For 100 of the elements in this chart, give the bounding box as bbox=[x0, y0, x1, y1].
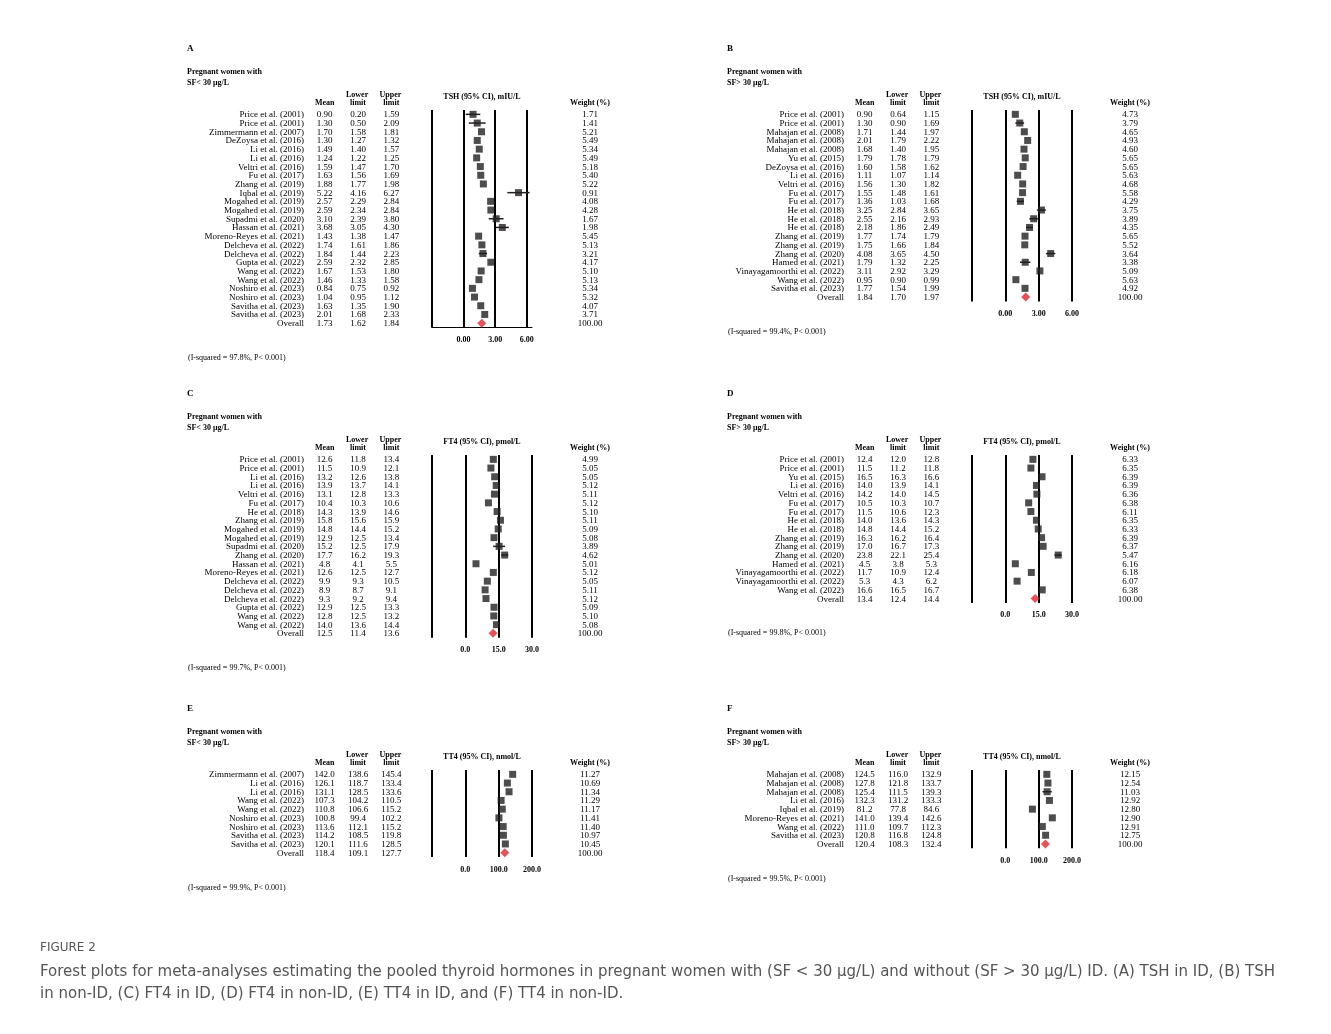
data-label: 13.2 bbox=[383, 610, 400, 621]
data-label: 1.84 bbox=[316, 248, 334, 259]
data-label: 5.10 bbox=[582, 506, 599, 517]
data-label: 116.0 bbox=[888, 769, 909, 780]
text: B bbox=[727, 42, 734, 53]
y-tick-label: Vinayagamoorthi et al. (2022) bbox=[735, 567, 844, 578]
data-label: 2.85 bbox=[383, 257, 400, 268]
point bbox=[1014, 171, 1022, 179]
data-label: 4.65 bbox=[1122, 126, 1139, 137]
data-label: 116.8 bbox=[888, 830, 909, 841]
data-label: 16.6 bbox=[856, 584, 874, 595]
data-label: 1.77 bbox=[856, 231, 874, 242]
data-label: 1.11 bbox=[856, 170, 873, 181]
data-label: 5.47 bbox=[1122, 550, 1139, 561]
data-label: 11.8 bbox=[350, 454, 367, 465]
data-label: 9.9 bbox=[319, 576, 331, 587]
y-tick-label: Price et al. (2001) bbox=[239, 454, 304, 465]
text: (I-squared = 99.5%, P< 0.001) bbox=[728, 873, 827, 883]
y-tick-label: Delcheva et al. (2022) bbox=[224, 584, 304, 595]
data-label: 13.6 bbox=[383, 628, 400, 639]
data-label: 1.79 bbox=[890, 135, 907, 146]
data-label: 1.84 bbox=[856, 292, 874, 303]
data-label: 13.3 bbox=[383, 602, 400, 613]
data-label: 133.3 bbox=[921, 795, 942, 806]
x-tick-label: Upper limit bbox=[379, 434, 404, 452]
point bbox=[498, 223, 506, 231]
data-label: 1.30 bbox=[890, 178, 907, 189]
data-label: 16.5 bbox=[856, 471, 874, 482]
data-label: 5.65 bbox=[1122, 231, 1139, 242]
data-label: 2.93 bbox=[923, 213, 940, 224]
data-label: 6.39 bbox=[1122, 532, 1139, 543]
y-tick-label: Mahajan et al. (2008) bbox=[766, 769, 844, 780]
data-label: 11.29 bbox=[580, 795, 601, 806]
y-tick-label: Zhang et al. (2019) bbox=[775, 532, 844, 543]
x-tick-label: Mean bbox=[314, 442, 335, 452]
data-label: 8.7 bbox=[352, 584, 365, 595]
data-label: 2.22 bbox=[923, 135, 940, 146]
data-label: 17.7 bbox=[316, 550, 334, 561]
data-label: 11.7 bbox=[856, 567, 873, 578]
data-label: 10.97 bbox=[579, 830, 601, 841]
data-label: 5.13 bbox=[582, 274, 599, 285]
data-label: 1.58 bbox=[890, 161, 907, 172]
data-label: 4.68 bbox=[1122, 178, 1139, 189]
data-label: 110.8 bbox=[314, 804, 336, 815]
y-tick-label: Vinayagamoorthi et al. (2022) bbox=[735, 576, 844, 587]
text: Pregnant women with SF< 30 μg/L bbox=[187, 67, 263, 87]
point bbox=[493, 508, 501, 516]
point bbox=[1021, 292, 1031, 302]
x-tick-label: 6.00 bbox=[519, 335, 534, 344]
data-label: 11.4 bbox=[350, 628, 367, 639]
data-label: 1.70 bbox=[316, 126, 334, 137]
data-label: 4.93 bbox=[1122, 135, 1139, 146]
text: D bbox=[727, 387, 734, 398]
data-label: 23.8 bbox=[856, 550, 874, 561]
data-label: 17.0 bbox=[856, 541, 874, 552]
point bbox=[1013, 577, 1021, 585]
x-tick-label: 3.00 bbox=[1031, 308, 1046, 318]
text: E bbox=[187, 702, 194, 713]
data-label: 145.4 bbox=[381, 769, 402, 780]
y-tick-label: He et al. (2018) bbox=[247, 506, 304, 517]
data-label: 1.62 bbox=[350, 318, 366, 329]
data-label: 12.8 bbox=[923, 454, 940, 465]
data-label: 12.5 bbox=[350, 532, 367, 543]
data-label: 1.66 bbox=[890, 239, 907, 250]
data-label: 2.09 bbox=[383, 118, 400, 129]
data-label: 3.75 bbox=[1122, 205, 1139, 216]
data-label: 1.67 bbox=[582, 213, 599, 224]
data-label: 12.4 bbox=[856, 454, 874, 465]
x-tick-label: Mean bbox=[854, 442, 875, 452]
y-tick-label: Overall bbox=[817, 838, 845, 849]
data-label: 142.6 bbox=[921, 812, 942, 823]
x-tick-label: Upper limit bbox=[379, 89, 404, 107]
data-label: 4.92 bbox=[1122, 283, 1138, 294]
data-label: 1.24 bbox=[316, 152, 334, 163]
y-tick-label: Delcheva et al. (2022) bbox=[224, 593, 304, 604]
data-label: 0.99 bbox=[923, 274, 940, 285]
data-label: 3.25 bbox=[856, 205, 874, 216]
data-label: 4.8 bbox=[319, 558, 331, 569]
x-axis-title: TT4 (95% CI), nmol/L bbox=[983, 751, 1061, 761]
data-label: 1.40 bbox=[350, 144, 367, 155]
y-tick-label: Savitha et al. (2023) bbox=[231, 838, 304, 849]
x-tick-label: Mean bbox=[314, 757, 335, 767]
x-tick-label: 30.0 bbox=[1065, 610, 1079, 620]
data-label: 16.2 bbox=[890, 532, 906, 543]
data-label: 1.99 bbox=[923, 283, 940, 294]
data-label: 5.09 bbox=[582, 602, 599, 613]
data-label: 1.44 bbox=[350, 248, 367, 259]
data-label: 14.6 bbox=[383, 506, 400, 517]
y-tick-label: Zhang et al. (2020) bbox=[775, 550, 844, 561]
data-label: 5.12 bbox=[582, 497, 598, 508]
data-label: 5.3 bbox=[859, 576, 871, 587]
point bbox=[499, 823, 507, 831]
y-tick-label: Delcheva et al. (2022) bbox=[224, 576, 304, 587]
data-label: 12.91 bbox=[1119, 821, 1141, 832]
point bbox=[499, 831, 507, 839]
data-label: 118.4 bbox=[314, 847, 336, 858]
data-label: 12.5 bbox=[350, 541, 367, 552]
data-label: 1.61 bbox=[350, 239, 366, 250]
data-label: 12.0 bbox=[890, 454, 907, 465]
data-label: 109.7 bbox=[887, 821, 909, 832]
